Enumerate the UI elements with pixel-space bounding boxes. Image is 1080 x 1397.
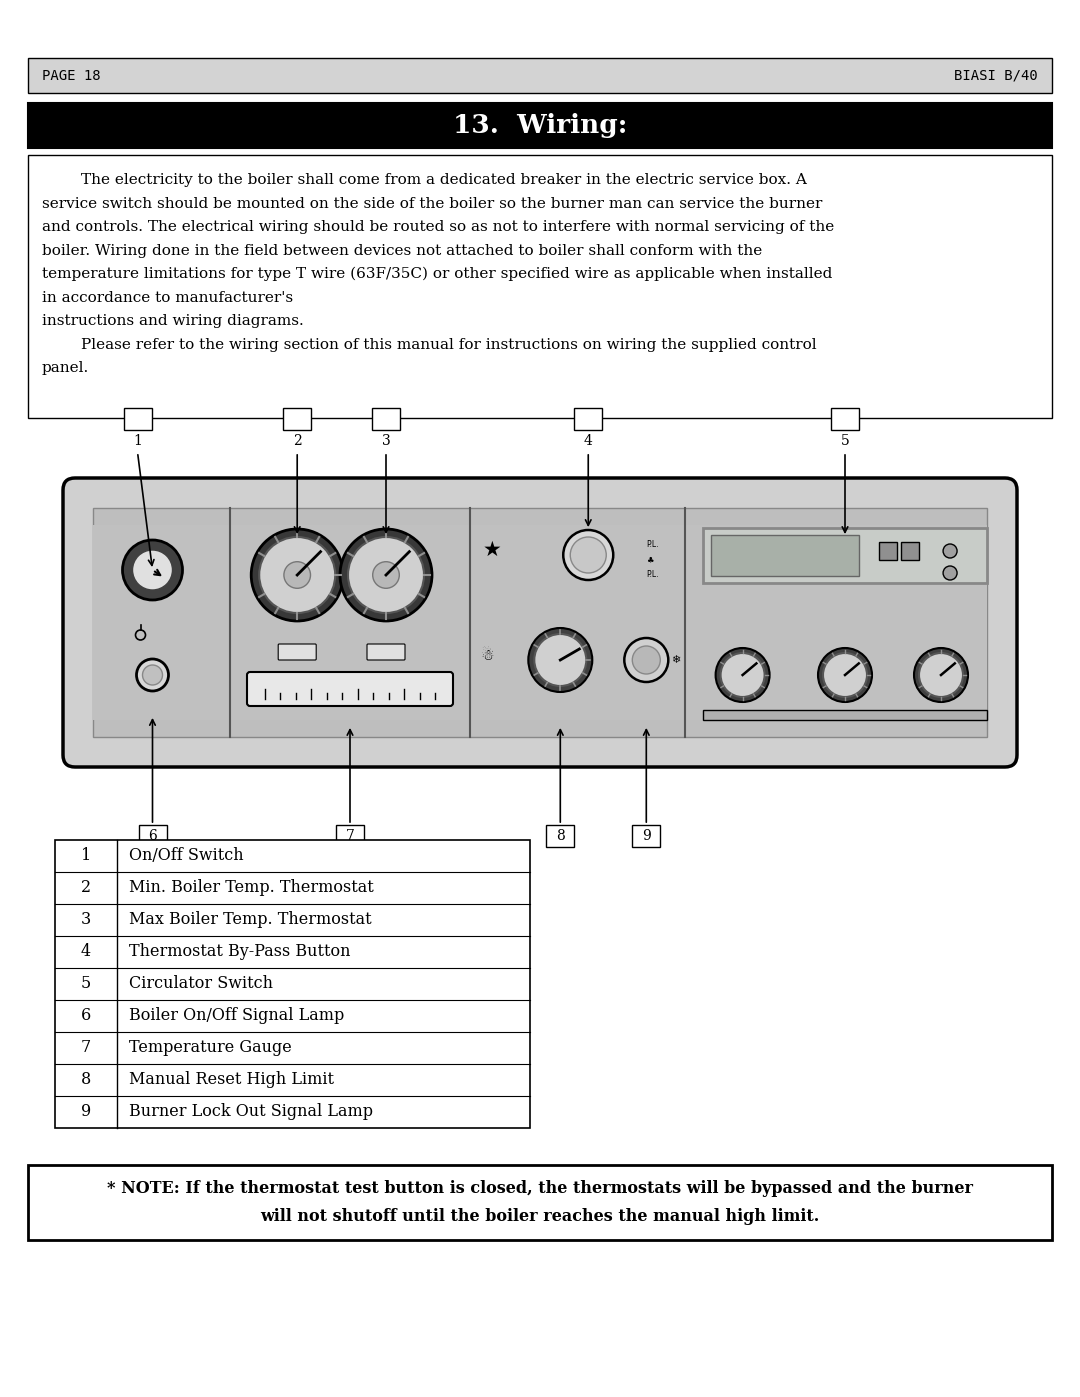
Text: 7: 7 <box>346 828 354 842</box>
Bar <box>703 710 987 719</box>
Text: Please refer to the wiring section of this manual for instructions on wiring the: Please refer to the wiring section of th… <box>42 338 816 352</box>
Text: and controls. The electrical wiring should be routed so as not to interfere with: and controls. The electrical wiring shou… <box>42 219 834 235</box>
Text: instructions and wiring diagrams.: instructions and wiring diagrams. <box>42 314 303 328</box>
Circle shape <box>914 648 968 703</box>
Text: ❄: ❄ <box>672 655 680 665</box>
Circle shape <box>122 541 183 599</box>
Text: 2: 2 <box>293 434 301 448</box>
Circle shape <box>720 652 765 697</box>
Circle shape <box>136 659 168 692</box>
Text: service switch should be mounted on the side of the boiler so the burner man can: service switch should be mounted on the … <box>42 197 822 211</box>
Text: 7: 7 <box>81 1039 91 1056</box>
Text: 6: 6 <box>81 1007 91 1024</box>
Text: Circulator Switch: Circulator Switch <box>129 975 273 992</box>
Text: 9: 9 <box>642 828 650 842</box>
Circle shape <box>716 648 770 703</box>
Text: Manual Reset High Limit: Manual Reset High Limit <box>129 1071 334 1088</box>
Circle shape <box>564 529 613 580</box>
Circle shape <box>818 648 872 703</box>
Circle shape <box>919 652 963 697</box>
Text: in accordance to manufacturer's: in accordance to manufacturer's <box>42 291 293 305</box>
Circle shape <box>528 629 592 692</box>
Bar <box>28 59 1052 94</box>
Text: BIASI B/40: BIASI B/40 <box>955 68 1038 82</box>
Circle shape <box>943 543 957 557</box>
Text: ★: ★ <box>483 541 501 560</box>
Circle shape <box>632 645 660 673</box>
Circle shape <box>252 529 343 622</box>
Text: 6: 6 <box>148 828 157 842</box>
Text: 5: 5 <box>840 434 849 448</box>
Bar <box>831 408 859 430</box>
Circle shape <box>624 638 669 682</box>
Text: 3: 3 <box>81 911 91 929</box>
Text: 4: 4 <box>81 943 91 961</box>
Text: 2: 2 <box>81 880 91 897</box>
Text: 5: 5 <box>81 975 91 992</box>
Text: 1: 1 <box>81 848 91 865</box>
Bar <box>336 826 364 847</box>
Bar <box>138 826 166 847</box>
Text: Temperature Gauge: Temperature Gauge <box>129 1039 292 1056</box>
Text: Boiler On/Off Signal Lamp: Boiler On/Off Signal Lamp <box>129 1007 345 1024</box>
Bar <box>93 525 987 719</box>
FancyBboxPatch shape <box>63 478 1017 767</box>
Text: Thermostat By-Pass Button: Thermostat By-Pass Button <box>129 943 351 961</box>
Circle shape <box>259 536 335 613</box>
Circle shape <box>143 665 162 685</box>
Bar <box>93 509 987 738</box>
Bar <box>901 542 919 560</box>
Text: P.L.: P.L. <box>646 570 659 578</box>
Circle shape <box>373 562 400 588</box>
Circle shape <box>570 536 606 573</box>
Text: * NOTE: If the thermostat test button is closed, the thermostats will be bypasse: * NOTE: If the thermostat test button is… <box>107 1180 973 1197</box>
Circle shape <box>284 562 311 588</box>
Bar <box>55 840 530 1127</box>
Text: PAGE 18: PAGE 18 <box>42 68 100 82</box>
Text: Burner Lock Out Signal Lamp: Burner Lock Out Signal Lamp <box>129 1104 373 1120</box>
FancyBboxPatch shape <box>247 672 453 705</box>
Circle shape <box>348 536 424 613</box>
Bar <box>546 826 575 847</box>
Text: Min. Boiler Temp. Thermostat: Min. Boiler Temp. Thermostat <box>129 880 374 897</box>
Text: panel.: panel. <box>42 360 90 374</box>
Text: ♣: ♣ <box>646 555 653 564</box>
Bar <box>372 408 400 430</box>
Bar <box>879 542 897 560</box>
Circle shape <box>535 634 586 686</box>
Text: temperature limitations for type T wire (63F/35C) or other specified wire as app: temperature limitations for type T wire … <box>42 267 833 281</box>
Text: P.L.: P.L. <box>646 541 659 549</box>
Text: 1: 1 <box>133 434 141 448</box>
Circle shape <box>943 566 957 580</box>
Bar <box>28 155 1052 418</box>
Text: 4: 4 <box>584 434 593 448</box>
Text: The electricity to the boiler shall come from a dedicated breaker in the electri: The electricity to the boiler shall come… <box>42 173 807 187</box>
Bar <box>28 103 1052 148</box>
Text: 9: 9 <box>81 1104 91 1120</box>
Text: On/Off Switch: On/Off Switch <box>129 848 244 865</box>
Bar <box>283 408 311 430</box>
Bar <box>632 826 660 847</box>
Text: 13.  Wiring:: 13. Wiring: <box>453 113 627 138</box>
FancyBboxPatch shape <box>367 644 405 659</box>
Text: Max Boiler Temp. Thermostat: Max Boiler Temp. Thermostat <box>129 911 372 929</box>
Text: ☃: ☃ <box>482 647 495 662</box>
Bar <box>703 528 987 583</box>
Bar <box>575 408 603 430</box>
Text: will not shutoff until the boiler reaches the manual high limit.: will not shutoff until the boiler reache… <box>260 1208 820 1225</box>
Text: 3: 3 <box>381 434 390 448</box>
Bar <box>711 535 859 576</box>
Circle shape <box>133 550 173 590</box>
Circle shape <box>823 652 867 697</box>
Text: 8: 8 <box>81 1071 91 1088</box>
Text: 8: 8 <box>556 828 565 842</box>
Bar <box>123 408 151 430</box>
FancyBboxPatch shape <box>279 644 316 659</box>
Bar <box>28 1165 1052 1241</box>
Circle shape <box>340 529 432 622</box>
Text: boiler. Wiring done in the field between devices not attached to boiler shall co: boiler. Wiring done in the field between… <box>42 243 762 257</box>
